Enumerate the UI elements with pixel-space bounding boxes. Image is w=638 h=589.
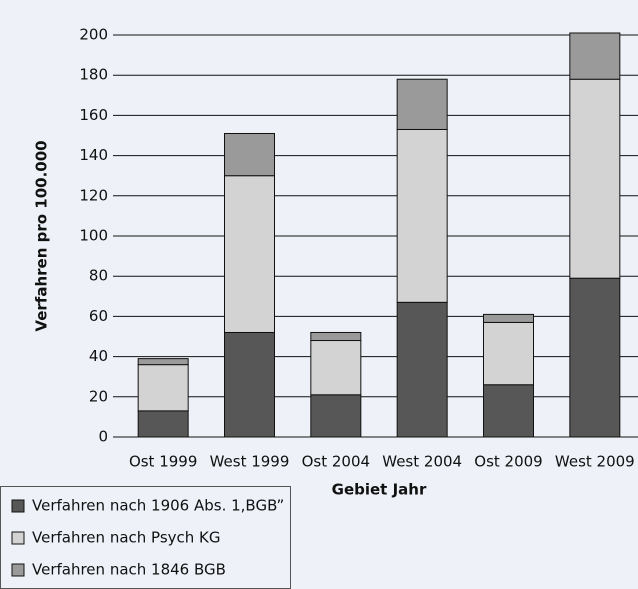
bar-segment <box>569 78 621 279</box>
legend-label: Verfahren nach 1846 BGB <box>32 561 226 579</box>
x-tick-label: Ost 1999 <box>129 453 197 471</box>
bar-segment <box>224 132 275 177</box>
y-tick-label: 160 <box>79 106 108 124</box>
bar-segment <box>310 331 362 342</box>
x-tick-label: Ost 2004 <box>302 453 370 471</box>
x-tick-label: West 2004 <box>382 453 462 471</box>
bar-segment <box>137 410 189 438</box>
bar-segment <box>137 364 189 412</box>
x-tick-label: Ost 2009 <box>474 453 542 471</box>
y-tick-label: 180 <box>79 66 108 84</box>
y-tick-label: 40 <box>89 347 108 365</box>
bar-segment <box>310 340 362 396</box>
bar-segment <box>310 394 362 438</box>
bar-segment <box>224 175 275 333</box>
bar-segment <box>569 32 621 80</box>
bar-segment <box>224 331 275 438</box>
legend-swatch <box>11 563 25 577</box>
y-tick-label: 80 <box>89 267 108 285</box>
legend-swatch <box>11 499 25 513</box>
y-tick-label: 120 <box>79 186 108 204</box>
bar-segment <box>483 384 534 438</box>
bar-segment <box>396 78 448 130</box>
legend-label: Verfahren nach Psych KG <box>32 529 221 547</box>
y-tick-label: 0 <box>98 428 108 446</box>
y-axis-label: Verfahren pro 100.000 <box>33 140 51 331</box>
legend-swatch <box>11 531 25 545</box>
bar-segment <box>483 313 534 323</box>
bar-segment <box>396 301 448 438</box>
y-tick-label: 200 <box>79 26 108 44</box>
y-tick-label: 100 <box>79 227 108 245</box>
legend-label: Verfahren nach 1906 Abs. 1,BGB” <box>32 497 284 515</box>
bar-segment <box>396 128 448 303</box>
x-tick-label: West 1999 <box>210 453 290 471</box>
bar-segment <box>137 358 189 366</box>
bar-segment <box>483 321 534 386</box>
y-tick-label: 20 <box>89 387 108 405</box>
x-tick-label: West 2009 <box>555 453 635 471</box>
bar-segment <box>569 277 621 438</box>
y-tick-label: 60 <box>89 307 108 325</box>
x-axis-label: Gebiet Jahr <box>332 481 427 499</box>
y-tick-label: 140 <box>79 146 108 164</box>
